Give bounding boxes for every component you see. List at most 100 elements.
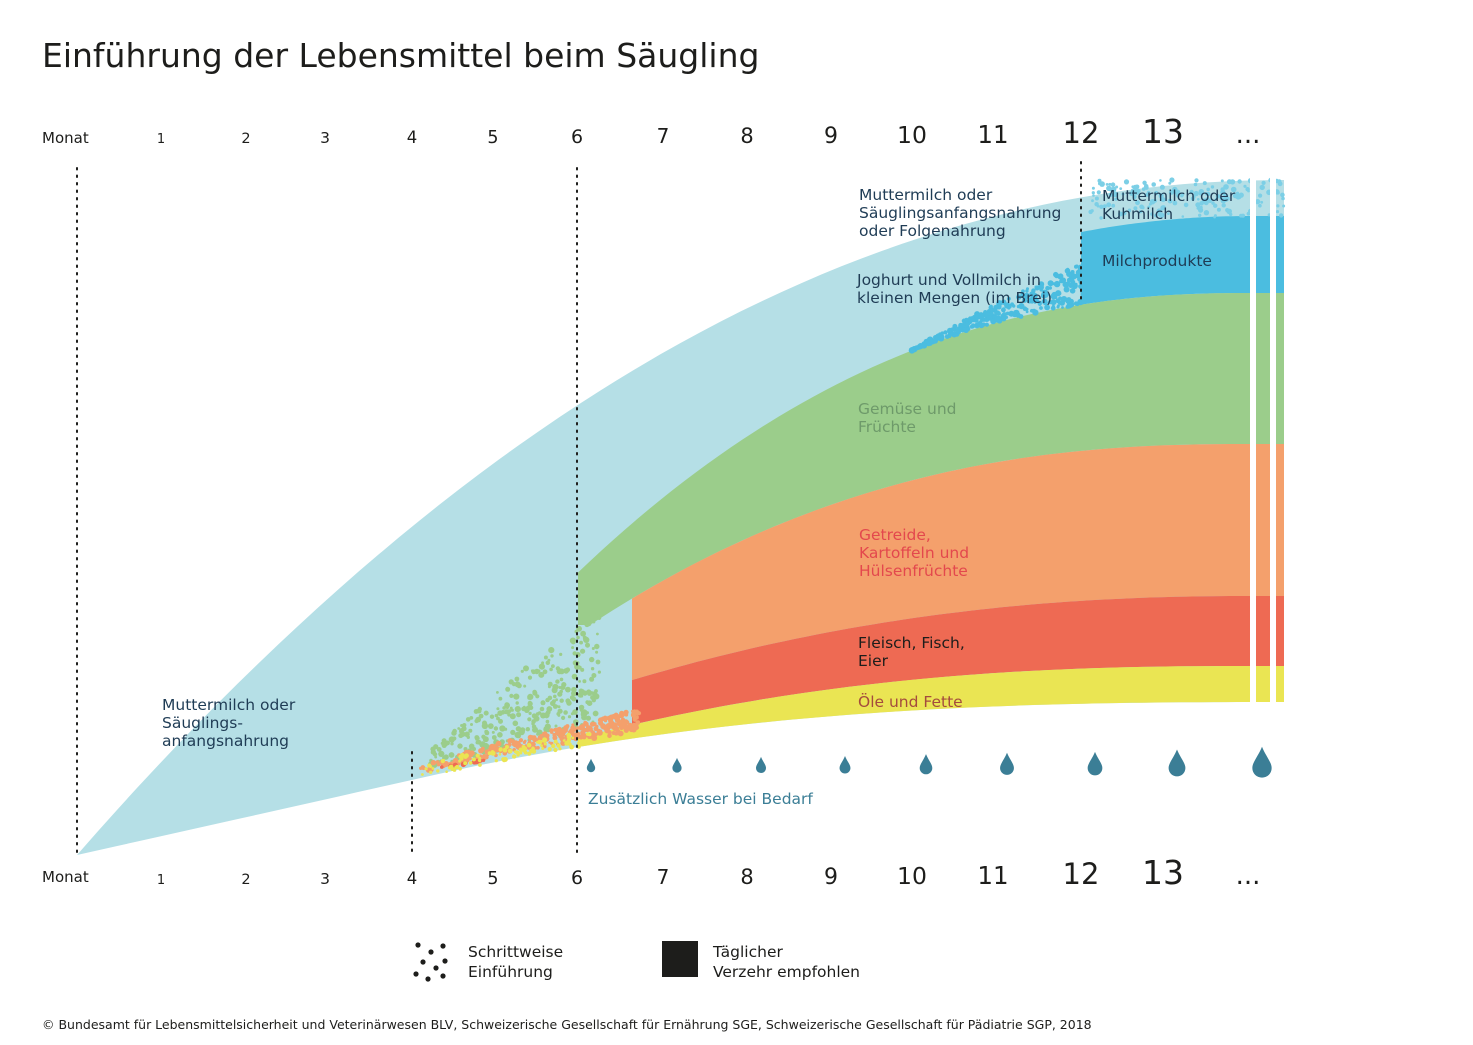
milk-cow-dot	[1229, 179, 1236, 185]
milk-cow-dot	[1138, 210, 1143, 214]
intro-dot	[567, 715, 572, 719]
intro-dot	[551, 687, 558, 694]
milk-cow-dot	[1110, 182, 1116, 187]
milk-cow-dot	[1276, 204, 1280, 208]
intro-dot	[1028, 297, 1033, 302]
intro-dot	[592, 710, 599, 717]
intro-dot	[565, 686, 571, 693]
intro-dot	[481, 746, 485, 751]
intro-dot	[430, 760, 436, 766]
intro-dot	[522, 740, 527, 745]
intro-dot	[452, 757, 459, 764]
milk-cow-dot	[1258, 193, 1263, 198]
intro-dot	[1030, 308, 1034, 313]
intro-dot	[546, 706, 553, 712]
intro-dot	[491, 735, 497, 740]
intro-dot	[572, 725, 576, 730]
intro-dot	[475, 753, 480, 758]
month-tick-top: 1	[157, 132, 165, 147]
intro-dot	[1001, 316, 1007, 322]
intro-dot	[478, 763, 482, 767]
intro-dot	[468, 761, 473, 765]
intro-dot	[614, 717, 621, 723]
intro-dot	[992, 308, 995, 312]
milk-cow-dot	[1280, 192, 1285, 198]
intro-dot	[539, 733, 543, 737]
intro-dot	[463, 754, 468, 759]
milk-cow-dot	[1153, 199, 1157, 203]
intro-dot	[952, 327, 957, 331]
intro-dot	[496, 716, 500, 721]
milk-cow-dot	[1172, 186, 1178, 193]
milk-cow-dot	[1106, 185, 1112, 191]
milk-cow-dot	[1261, 180, 1266, 185]
water-drop	[755, 756, 767, 774]
milk-cow-dot	[1260, 200, 1264, 204]
intro-dot	[569, 744, 574, 750]
intro-dot	[592, 722, 597, 727]
month-tick-bottom: 12	[1063, 857, 1100, 891]
band-dairy	[1081, 216, 1284, 305]
intro-dot	[472, 757, 476, 762]
milk-cow-dot	[1096, 190, 1101, 195]
month-tick-bottom: 9	[824, 865, 838, 890]
intro-dot	[587, 726, 593, 732]
intro-dot	[964, 317, 969, 322]
band-meat-fish-eggs	[632, 596, 1284, 725]
intro-dot	[542, 669, 548, 675]
intro-dot	[1025, 307, 1029, 311]
month-tick-bottom: 11	[977, 861, 1008, 890]
milk-cow-dot	[1094, 196, 1099, 201]
milk-cow-dot	[1189, 189, 1194, 194]
intro-dot	[557, 691, 563, 697]
intro-dot	[544, 712, 548, 716]
intro-dot	[635, 723, 639, 728]
intro-dot	[448, 752, 455, 758]
month-tick-top: 7	[657, 124, 670, 148]
intro-dot	[1063, 286, 1070, 293]
intro-dot	[615, 713, 619, 717]
intro-dot	[548, 647, 555, 654]
milk-cow-dot	[1243, 184, 1247, 188]
intro-dot	[512, 720, 519, 727]
axis-label-top: Monat	[42, 129, 89, 147]
intro-dot	[1018, 314, 1024, 319]
intro-dot	[597, 611, 601, 616]
month-tick-bottom: 10	[897, 862, 927, 890]
intro-dot	[514, 706, 521, 713]
milk-cow-dot	[1161, 205, 1166, 210]
intro-dot	[585, 620, 592, 627]
month-tick-bottom: 13	[1142, 853, 1184, 892]
intro-dot	[514, 681, 521, 688]
milk-cow-dot	[1114, 197, 1118, 201]
intro-dot	[1044, 304, 1050, 311]
intro-dot	[510, 708, 514, 712]
legend-daily-text: Täglicher Verzehr empfohlen	[712, 943, 860, 981]
intro-dot	[552, 704, 558, 709]
intro-dot	[502, 747, 508, 753]
intro-dot	[526, 705, 531, 710]
milk-cow-dot	[1167, 212, 1170, 216]
band-oils-fats	[578, 666, 1284, 747]
intro-dot	[458, 767, 462, 771]
intro-dot	[517, 740, 521, 744]
intro-dot	[924, 340, 929, 344]
intro-dot	[450, 742, 454, 746]
month-axis-bottom: Monat 1 2 3 4 5 6 7 8 9 10 11 12 13...	[42, 853, 1260, 892]
milk-cow-dot	[1092, 194, 1095, 197]
gap-divider-1	[1250, 176, 1256, 706]
milk-cow-dot	[1112, 191, 1119, 198]
intro-dot	[565, 667, 571, 673]
intro-dot	[1062, 283, 1066, 287]
axis-label-bottom: Monat	[42, 868, 89, 886]
intro-dot	[454, 766, 458, 769]
gradual-introduction-dots	[419, 264, 1088, 776]
intro-dot	[438, 750, 445, 758]
intro-dot	[1066, 303, 1072, 309]
intro-dot	[513, 693, 520, 700]
intro-dot	[970, 318, 976, 323]
intro-dot	[553, 747, 558, 753]
label-vegetables-fruits: Gemüse und Früchte	[858, 400, 961, 436]
intro-dot	[505, 706, 509, 710]
month-tick-top: 11	[977, 120, 1008, 149]
